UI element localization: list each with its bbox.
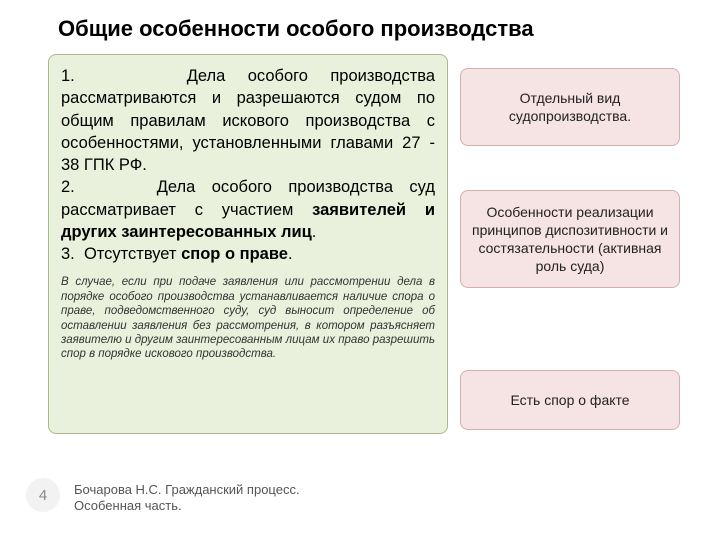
item2-tail: . (312, 223, 317, 241)
item2-number: 2. (61, 178, 75, 196)
side-box-1-text: Отдельный вид судопроизводства. (471, 89, 669, 125)
main-note: В случае, если при подаче заявления или … (61, 275, 435, 361)
slide-page: Общие особенности особого производства 1… (0, 0, 720, 540)
item1-number: 1. (61, 67, 75, 85)
page-number: 4 (39, 487, 47, 504)
item1-rest: рассматриваются и разрешаются судом по о… (61, 89, 435, 174)
side-box-1: Отдельный вид судопроизводства. (460, 68, 680, 146)
footer-author: Бочарова Н.С. Гражданский процесс.Особен… (74, 482, 300, 515)
side-box-2: Особенности реализации принципов диспози… (460, 190, 680, 288)
item3-lead: Отсутствует (84, 245, 181, 263)
side-box-2-text: Особенности реализации принципов диспози… (471, 203, 669, 276)
item3-number: 3. (61, 245, 75, 263)
item1-lead: Дела особого производства (187, 67, 435, 85)
main-content-box: 1. Дела особого производства рассматрива… (48, 54, 448, 434)
page-number-badge: 4 (26, 478, 60, 512)
side-box-3: Есть спор о факте (460, 370, 680, 430)
item3-tail: . (288, 245, 293, 263)
side-box-3-text: Есть спор о факте (510, 391, 629, 409)
page-title: Общие особенности особого производства (58, 16, 534, 42)
main-paragraphs: 1. Дела особого производства рассматрива… (61, 65, 435, 265)
item3-bold: спор о праве (181, 245, 288, 263)
